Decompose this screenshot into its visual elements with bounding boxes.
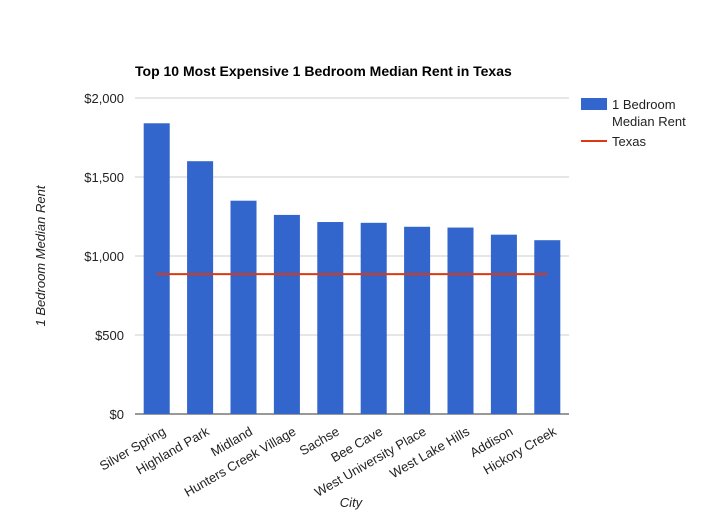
bar bbox=[230, 200, 257, 414]
y-tick-label: $1,500 bbox=[84, 170, 124, 185]
legend-swatch-bar bbox=[581, 98, 607, 110]
bar bbox=[404, 226, 431, 414]
bar bbox=[447, 227, 474, 414]
y-tick-label: $2,000 bbox=[84, 91, 124, 106]
bar-series bbox=[143, 123, 561, 414]
bar bbox=[273, 214, 300, 414]
y-axis: $0 $500 $1,000 $1,500 $2,000 bbox=[84, 91, 124, 422]
bar bbox=[490, 234, 517, 414]
legend-label: Texas bbox=[612, 134, 646, 149]
chart-title: Top 10 Most Expensive 1 Bedroom Median R… bbox=[135, 63, 512, 79]
y-tick-label: $500 bbox=[95, 328, 124, 343]
bar bbox=[187, 161, 214, 414]
y-axis-title: 1 Bedroom Median Rent bbox=[33, 184, 48, 326]
y-tick-label: $0 bbox=[110, 407, 124, 422]
y-tick-label: $1,000 bbox=[84, 249, 124, 264]
legend-label: Median Rent bbox=[612, 114, 686, 129]
bar bbox=[360, 222, 387, 414]
bar bbox=[317, 222, 344, 414]
bar bbox=[534, 240, 561, 414]
x-axis-title: City bbox=[340, 495, 364, 510]
bar bbox=[143, 123, 170, 414]
legend: 1 Bedroom Median Rent Texas bbox=[581, 97, 686, 149]
legend-label: 1 Bedroom bbox=[612, 97, 676, 112]
